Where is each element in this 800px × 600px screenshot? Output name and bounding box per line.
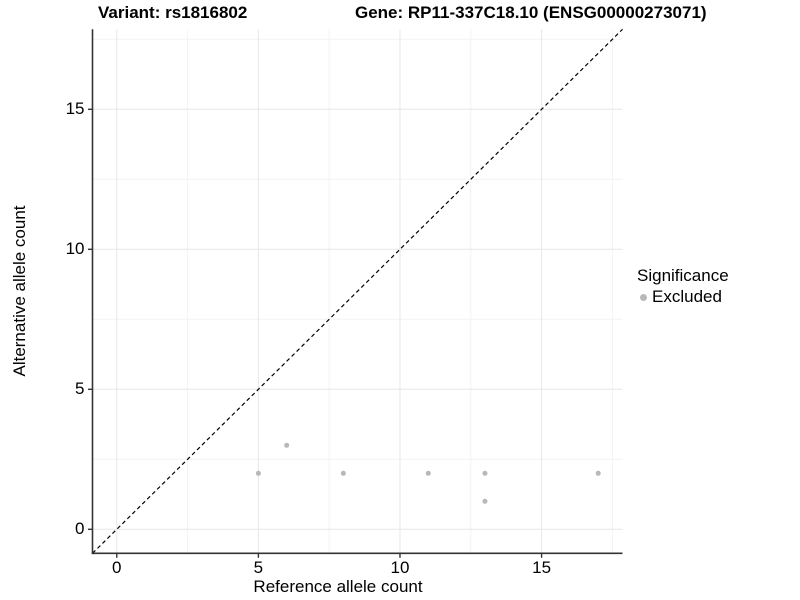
y-axis-title: Alternative allele count	[10, 205, 29, 377]
x-axis-title: Reference allele count	[253, 577, 423, 596]
excluded-point-icon	[640, 293, 647, 301]
data-point-excluded	[284, 442, 290, 448]
data-point-excluded	[425, 470, 431, 476]
plot-title-variant: Variant: rs1816802	[98, 3, 248, 22]
plot-title-gene: Gene: RP11-337C18.10 (ENSG00000273071)	[355, 3, 707, 22]
legend: Significance Excluded	[637, 265, 729, 307]
y-tick-label-15: 15	[65, 99, 85, 119]
data-point-excluded	[482, 470, 488, 476]
x-tick-label-15: 15	[532, 558, 552, 578]
legend-title: Significance	[637, 266, 729, 285]
data-point-excluded	[255, 470, 261, 476]
x-tick-label-10: 10	[390, 558, 410, 578]
data-point-excluded	[595, 470, 601, 476]
legend-entry-excluded: Excluded	[640, 287, 729, 307]
x-tick-label-5: 5	[253, 558, 264, 578]
data-point-excluded	[482, 498, 488, 504]
y-tick-label-0: 0	[75, 519, 85, 539]
y-tick-label-5: 5	[75, 379, 85, 399]
y-tick-label-10: 10	[65, 239, 85, 259]
identity-dashed-line	[92, 28, 623, 554]
data-point-excluded	[340, 470, 346, 476]
x-tick-label-0: 0	[112, 558, 122, 578]
legend-entry-label: Excluded	[652, 287, 722, 306]
